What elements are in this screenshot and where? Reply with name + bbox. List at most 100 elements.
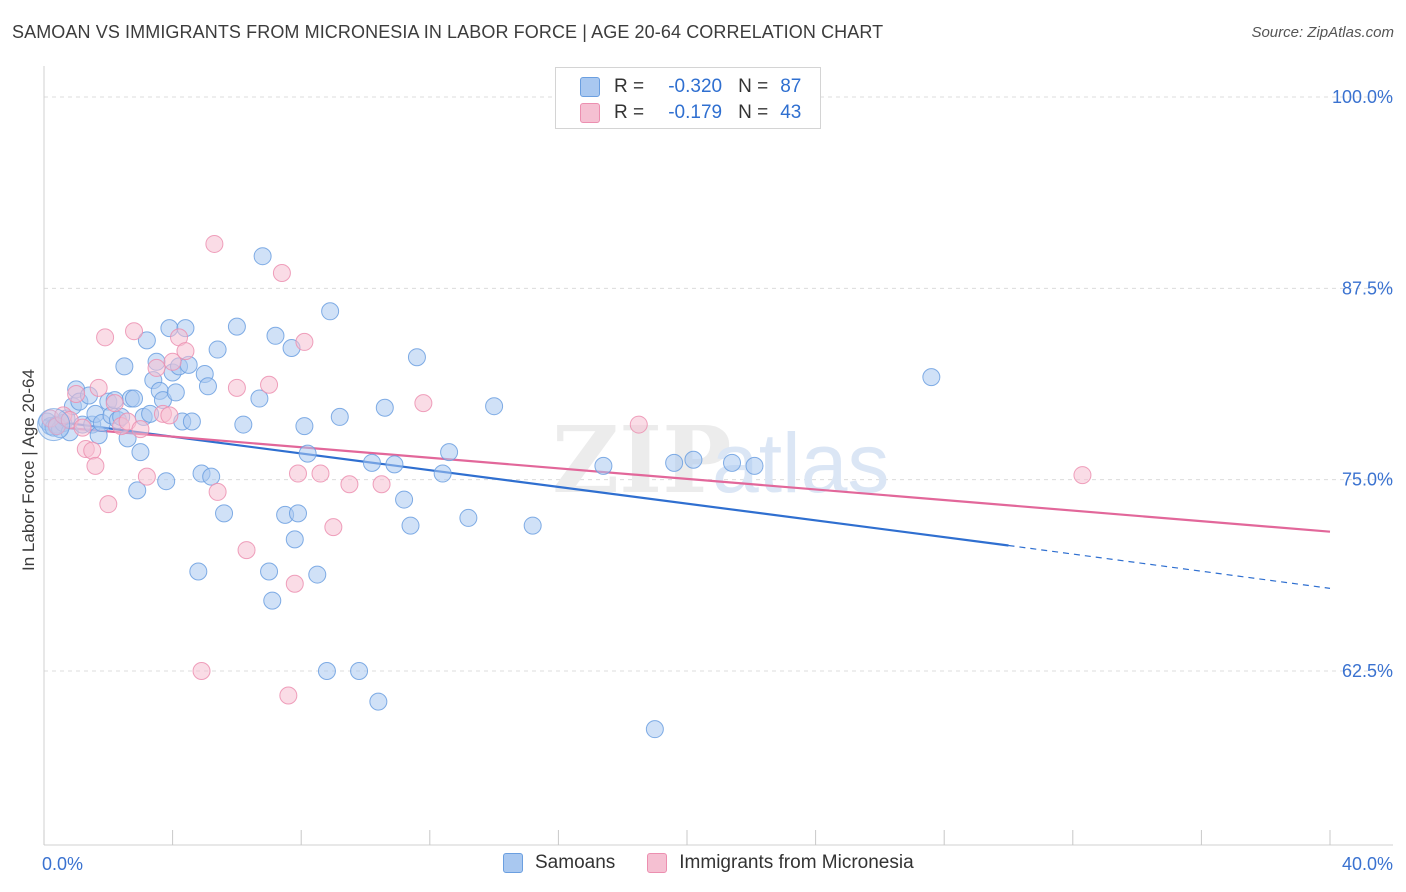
micronesia-point [131, 420, 150, 439]
legend-swatch-pink [580, 103, 600, 123]
samoan-point [317, 662, 336, 680]
samoan-point [263, 591, 282, 610]
micronesia-point [89, 378, 108, 397]
n-label: N = [738, 102, 769, 123]
micronesia-point [414, 394, 433, 413]
r-label: R = [614, 76, 645, 97]
source-credit: Source: ZipAtlas.com [1251, 24, 1394, 41]
legend-swatch-pink [647, 853, 668, 873]
micronesia-point [205, 234, 224, 253]
samoan-point [433, 464, 452, 483]
n-value: 43 [780, 102, 802, 123]
micronesia-point [295, 332, 314, 351]
samoan-point [395, 490, 414, 509]
samoan-point [198, 377, 217, 396]
micronesia-point [105, 394, 124, 413]
micronesia-point [192, 662, 211, 680]
samoan-point [227, 317, 246, 336]
micronesia-point [137, 467, 156, 486]
micronesia-point [629, 415, 648, 434]
samoan-point [407, 348, 426, 367]
samoan-point [330, 407, 349, 426]
samoan-point [684, 450, 703, 469]
samoan-point [266, 326, 285, 345]
samoan-point [308, 565, 327, 584]
micronesia-point [279, 686, 298, 705]
samoan-point [285, 530, 304, 549]
y-tick-label: 62.5% [1342, 661, 1393, 681]
samoan-point [250, 389, 269, 408]
samoan-trend-extension [1008, 544, 1331, 589]
micronesia-point [260, 375, 279, 394]
samoan-point [369, 692, 388, 711]
micronesia-point [99, 495, 118, 514]
y-tick-label: 100.0% [1332, 87, 1393, 107]
micronesia-point [208, 482, 227, 501]
r-value: -0.179 [668, 102, 723, 123]
series-legend: Samoans Immigrants from Micronesia [503, 852, 946, 874]
samoan-point [665, 453, 684, 472]
grid-lines [44, 96, 1393, 672]
samoan-point [385, 455, 404, 474]
samoan-point [523, 516, 542, 535]
correlation-legend: R = -0.320 N = 87 R = -0.179 N = 43 [555, 67, 821, 129]
r-label: R = [614, 102, 645, 123]
samoan-point [115, 357, 134, 376]
y-tick-label: 75.0% [1342, 470, 1393, 490]
watermark-atlas: atlas [712, 416, 889, 510]
micronesia-point [163, 352, 182, 371]
legend-item-samoans[interactable]: Samoans [503, 852, 615, 874]
micronesia-point [96, 328, 115, 347]
micronesia-point [340, 475, 359, 494]
samoan-point [459, 508, 478, 527]
r-value: -0.320 [668, 76, 723, 97]
samoan-point [234, 415, 253, 434]
y-axis-label: In Labor Force | Age 20-64 [19, 369, 38, 571]
micronesia-point [227, 378, 246, 397]
samoan-point [298, 444, 317, 463]
micronesia-point [237, 541, 256, 560]
micronesia-point [372, 475, 391, 494]
legend-swatch-blue [580, 77, 600, 97]
micronesia-point [288, 464, 307, 483]
chart-title: SAMOAN VS IMMIGRANTS FROM MICRONESIA IN … [12, 22, 884, 42]
micronesia-point [285, 574, 304, 593]
samoan-point [645, 720, 664, 739]
samoan-point [350, 662, 369, 680]
trend-lines [43, 418, 1331, 589]
micronesia-point [324, 518, 343, 537]
samoan-point [131, 443, 150, 462]
x-tick-label: 0.0% [42, 854, 83, 874]
micronesia-point [125, 322, 144, 341]
micronesia-point [176, 342, 195, 361]
y-tick-label: 87.5% [1342, 278, 1393, 298]
n-label: N = [738, 76, 769, 97]
micronesia-point [272, 264, 291, 283]
legend-label: Immigrants from Micronesia [679, 852, 914, 873]
tick-labels: 100.0% 87.5% 75.0% 62.5% 0.0% 40.0% [42, 87, 1393, 874]
axes [43, 66, 1393, 846]
samoan-point [723, 453, 742, 472]
micronesia-point [1073, 466, 1092, 485]
samoan-point [208, 340, 227, 359]
legend-item-micronesia[interactable]: Immigrants from Micronesia [647, 852, 914, 874]
samoan-point [125, 389, 144, 408]
samoan-point [440, 443, 459, 462]
micronesia-point [147, 358, 166, 377]
micronesia-point [67, 384, 86, 403]
samoan-point [321, 302, 340, 321]
samoan-point [166, 383, 185, 402]
samoan-point [202, 467, 221, 486]
samoan-point [288, 504, 307, 523]
samoan-point [375, 398, 394, 417]
micronesia-point [83, 441, 102, 460]
samoan-point [137, 331, 156, 350]
samoan-trend-line [43, 418, 1009, 547]
legend-row-samoans: R = -0.320 N = 87 [580, 73, 801, 101]
samoan-point [594, 456, 613, 475]
samoan-point [401, 516, 420, 535]
samoan-point [260, 562, 279, 581]
micronesia-trend-line [43, 424, 1331, 533]
samoan-point [745, 456, 764, 475]
